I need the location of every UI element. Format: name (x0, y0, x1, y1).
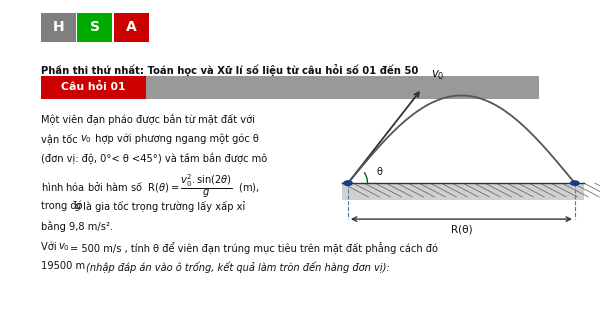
Circle shape (571, 181, 579, 185)
Polygon shape (342, 183, 584, 200)
Text: S: S (90, 20, 100, 34)
Text: hợp với phương ngang một góc θ: hợp với phương ngang một góc θ (92, 133, 259, 144)
Text: trong đó: trong đó (41, 201, 89, 212)
Text: Với: Với (41, 242, 62, 252)
Bar (41, 76, 146, 99)
Text: bằng 9,8 m/s².: bằng 9,8 m/s². (41, 220, 113, 232)
Circle shape (344, 181, 352, 185)
Text: $v_0$: $v_0$ (58, 242, 70, 254)
Text: hình hóa bởi hàm số  $\mathrm{R}(\theta)=\dfrac{v_0^2.\sin(2\theta)}{g}$  (m),: hình hóa bởi hàm số $\mathrm{R}(\theta)=… (41, 172, 260, 200)
Text: Một viên đạn pháo được bắn từ mặt đất với: Một viên đạn pháo được bắn từ mặt đất vớ… (41, 114, 255, 125)
Text: Câu hỏi 01: Câu hỏi 01 (61, 82, 125, 92)
Text: H: H (52, 20, 64, 34)
Text: (nhập đáp án vào ô trống, kết quả làm tròn đến hàng đơn vị):: (nhập đáp án vào ô trống, kết quả làm tr… (86, 261, 389, 273)
Bar (41, 13, 76, 42)
Text: θ: θ (377, 167, 383, 177)
Text: Phần thi thứ nhất: Toán học và Xữ lí số liệu từ câu hỏi số 01 đến 50: Phần thi thứ nhất: Toán học và Xữ lí số … (41, 64, 418, 76)
Text: A: A (126, 20, 137, 34)
Text: 19500 m: 19500 m (41, 261, 88, 271)
Text: = 500 m/s , tính θ để viên đạn trúng mục tiêu trên mặt đất phẳng cách đó: = 500 m/s , tính θ để viên đạn trúng mục… (70, 242, 437, 254)
Text: R(θ): R(θ) (451, 224, 472, 234)
Text: là gia tốc trọng trường lấy xấp xỉ: là gia tốc trọng trường lấy xấp xỉ (80, 201, 245, 212)
Text: (đơn vị: độ, 0°< θ <45°) và tầm bắn được mô: (đơn vị: độ, 0°< θ <45°) và tầm bắn được… (41, 152, 267, 164)
Text: $g$: $g$ (74, 201, 82, 213)
Text: vận tốc: vận tốc (41, 133, 80, 144)
Bar (146, 76, 539, 99)
Bar (77, 13, 112, 42)
Bar (114, 13, 149, 42)
Text: $v_0$: $v_0$ (431, 69, 445, 82)
Text: $v_0$: $v_0$ (80, 133, 92, 145)
